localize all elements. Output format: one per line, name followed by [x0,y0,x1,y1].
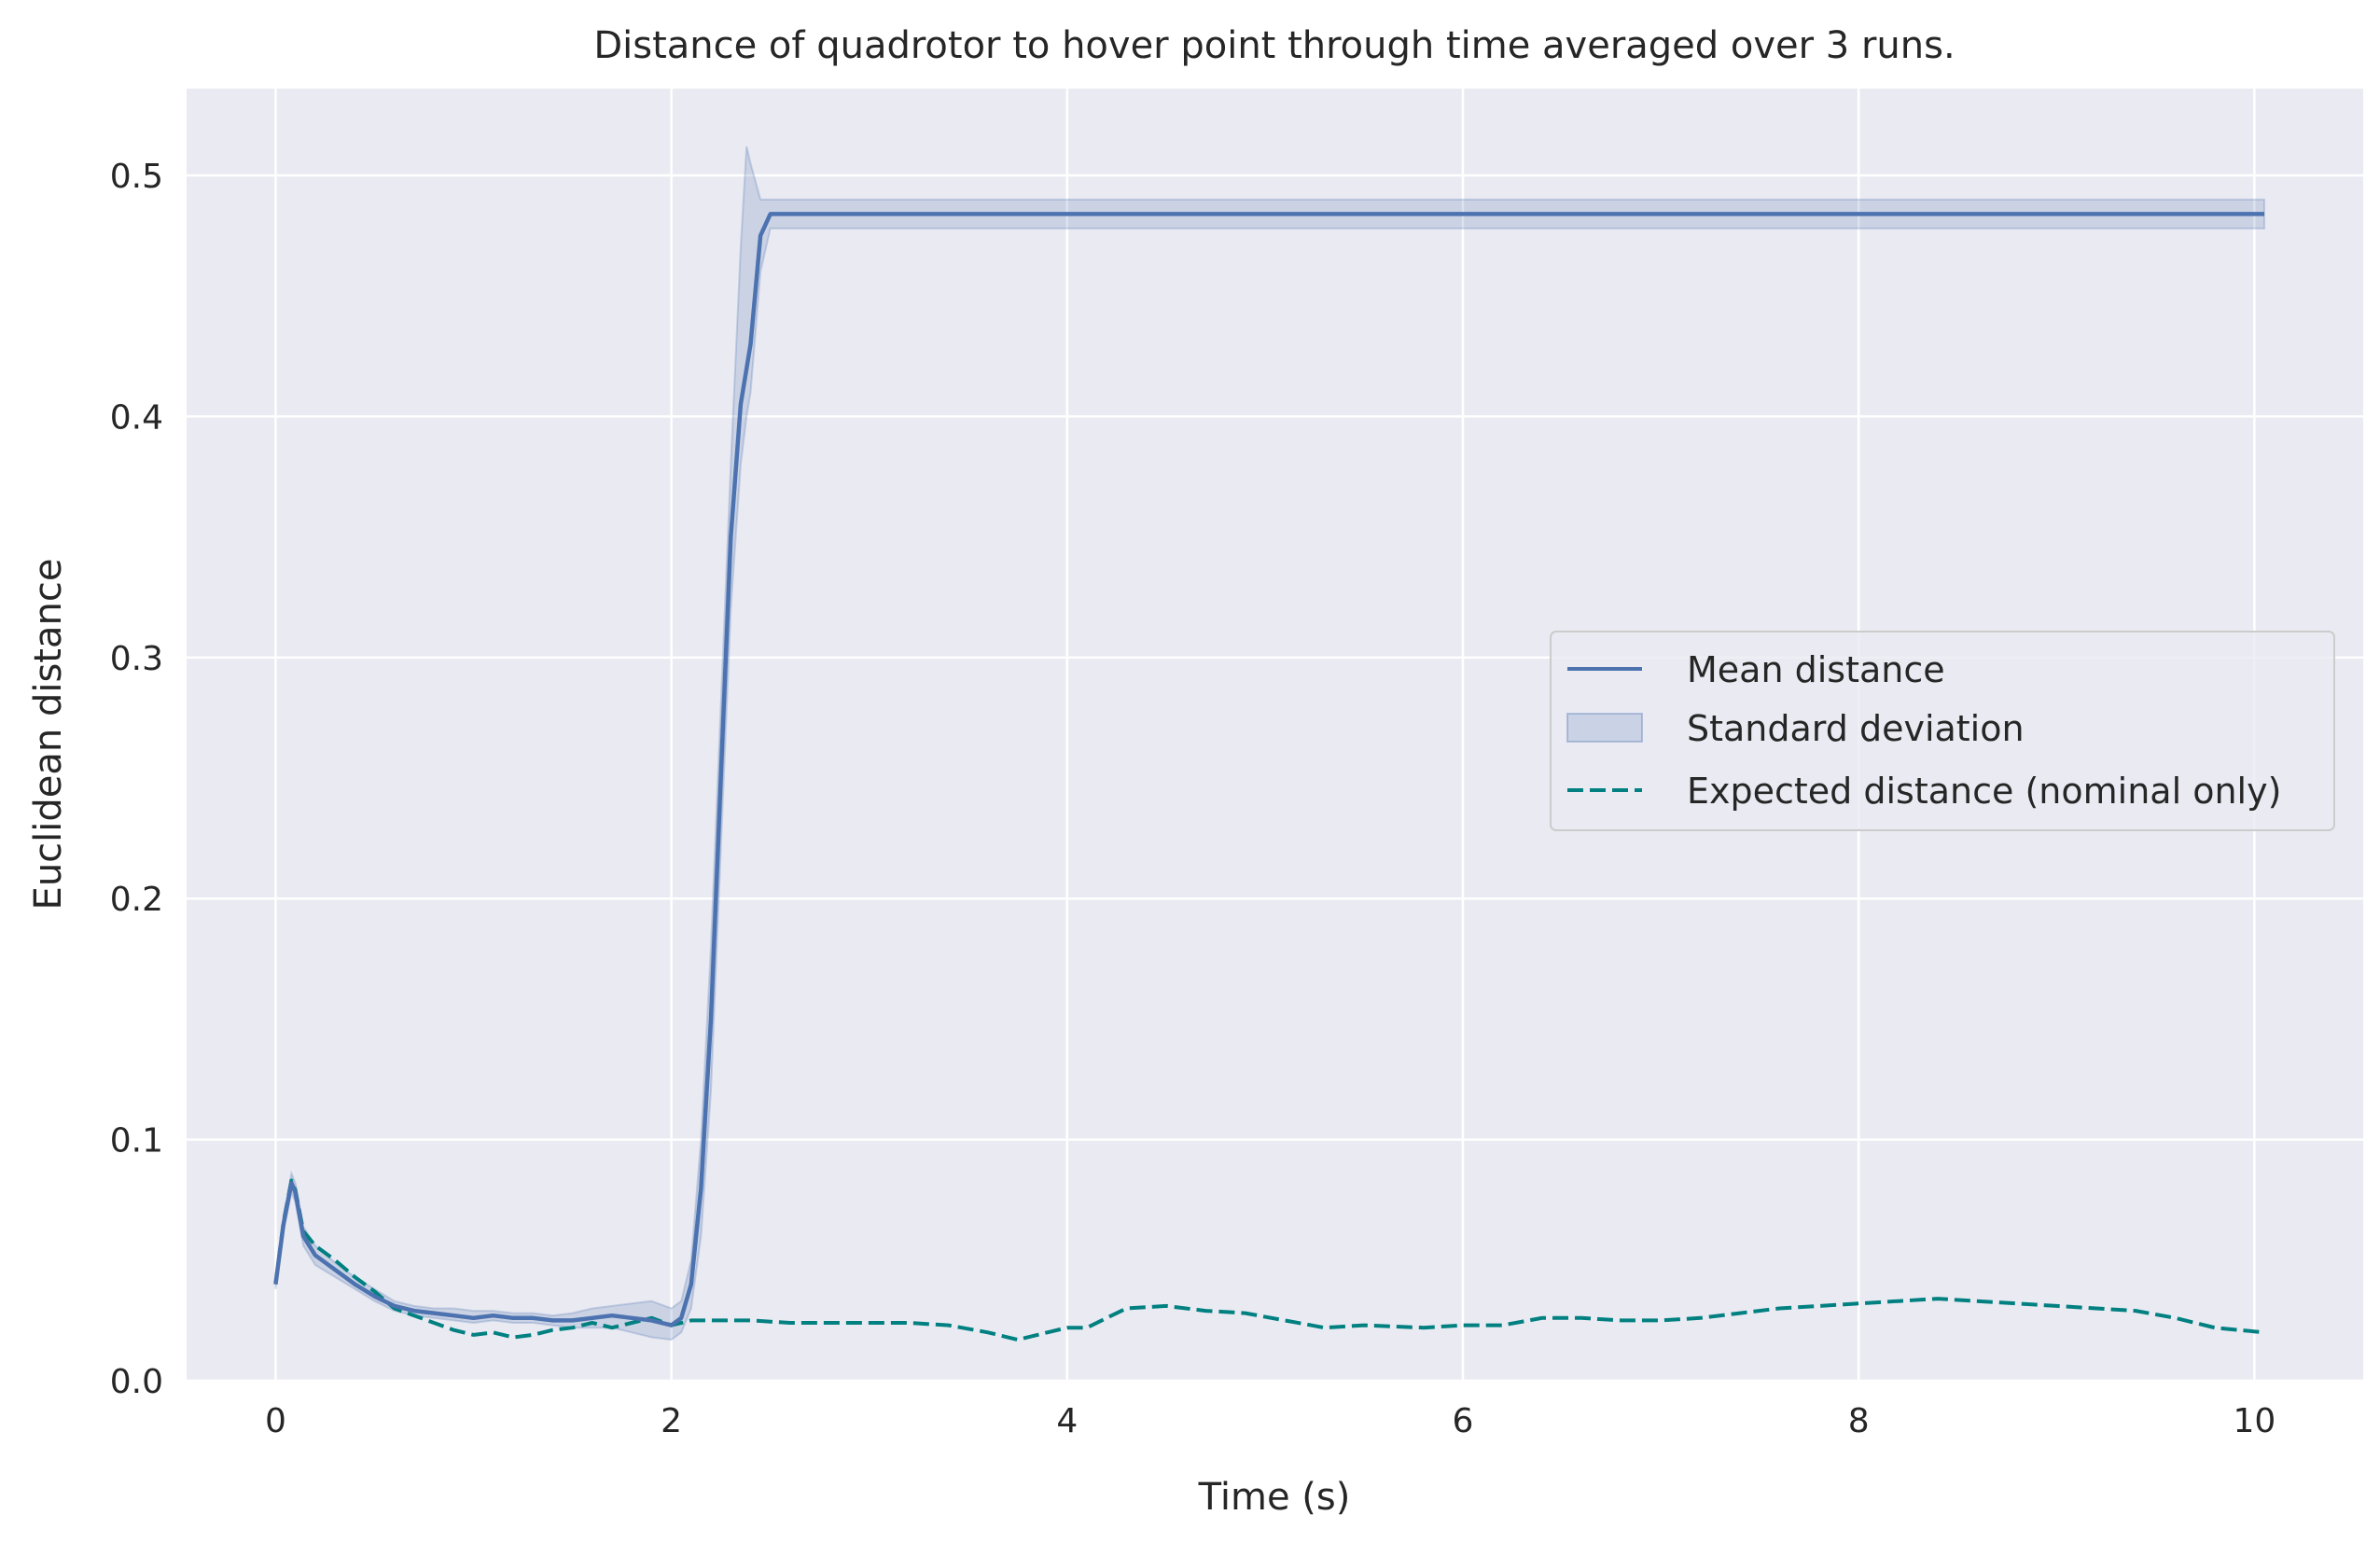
grid [187,89,2363,1383]
y-tick-label: 0.4 [110,398,163,437]
legend-std-label: Standard deviation [1687,708,2025,749]
legend-std-patch [1566,713,1643,743]
std-band-layer [274,146,2265,1341]
legend: Mean distance Standard deviation Expecte… [1550,631,2335,831]
y-tick-label: 0.2 [110,881,163,919]
y-tick-label: 0.5 [110,158,163,196]
legend-expected-label: Expected distance (nominal only) [1687,771,2281,812]
chart-title: Distance of quadrotor to hover point thr… [593,24,1955,67]
x-tick-label: 0 [265,1402,286,1440]
x-tick-label: 4 [1056,1402,1078,1440]
x-tick-label: 10 [2233,1402,2276,1440]
series-lines [273,212,2265,1342]
x-tick-label: 6 [1453,1402,1474,1440]
mean-distance-line [273,212,2264,1328]
y-tick-label: 0.3 [110,640,163,678]
x-axis-label: Time (s) [1198,1476,1351,1519]
x-tick-label: 8 [1848,1402,1870,1440]
y-axis-label: Euclidean distance [27,559,70,911]
x-tick-labels: 0 2 4 6 8 10 [265,1402,2276,1440]
y-tick-label: 0.1 [110,1122,163,1161]
legend-mean-label: Mean distance [1687,649,1945,690]
y-tick-labels: 0.0 0.1 0.2 0.3 0.4 0.5 [110,158,163,1401]
x-tick-label: 2 [661,1402,682,1440]
legend-box [1550,631,2335,831]
y-tick-label: 0.0 [110,1363,163,1401]
expected-distance-line [273,1178,2265,1342]
std-band [274,146,2265,1341]
